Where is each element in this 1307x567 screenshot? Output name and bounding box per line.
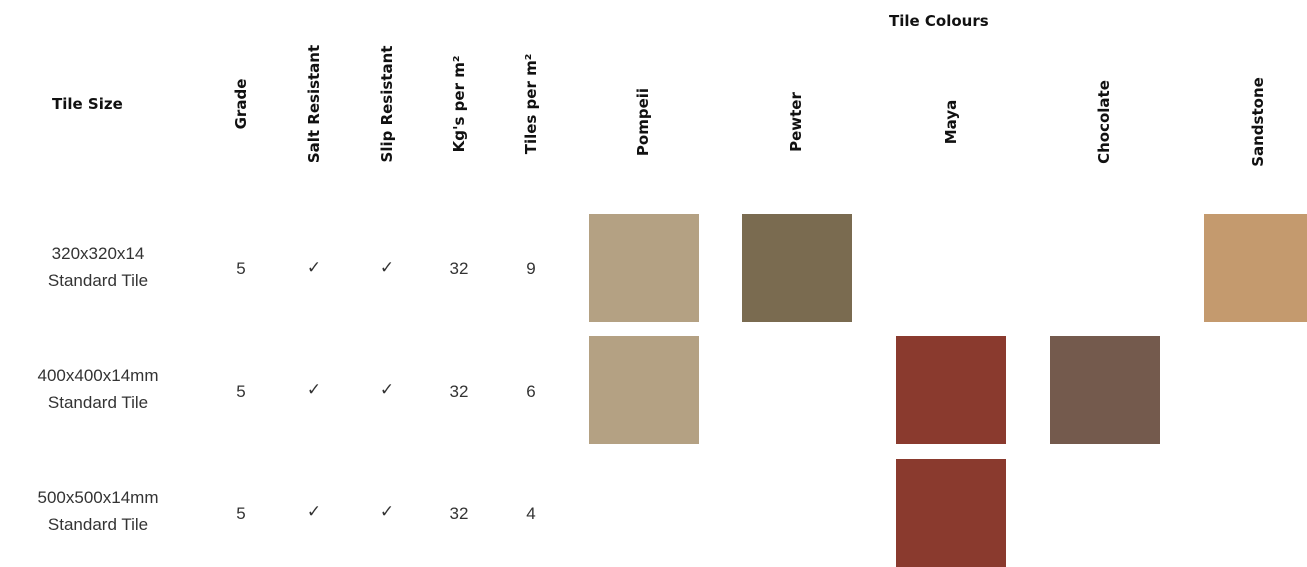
swatch-chocolate (1050, 336, 1160, 444)
kgs-per-m2-value: 32 (449, 504, 469, 523)
salt-resistant-check: ✓ (306, 380, 322, 399)
tile-size-type: Standard Tile (47, 393, 149, 412)
grade-value: 5 (236, 259, 246, 278)
colour-header-maya: Maya (942, 99, 960, 145)
colour-header-pompeii: Pompeii (634, 87, 652, 157)
kgs-per-m2-header: Kg's per m² (450, 55, 468, 153)
tile-size-dimensions: 500x500x14mm (37, 488, 159, 507)
tiles-per-m2-value: 9 (526, 259, 536, 278)
swatch-maya (896, 459, 1006, 567)
swatch-pompeii (589, 214, 699, 322)
tiles-per-m2-header: Tiles per m² (522, 53, 540, 155)
tile-size-cell: 400x400x14mm Standard Tile (0, 362, 196, 416)
colour-header-sandstone: Sandstone (1249, 77, 1267, 167)
salt-resistant-check: ✓ (306, 502, 322, 521)
tile-colours-group-header: Tile Colours (889, 12, 989, 30)
tiles-per-m2-value: 6 (526, 382, 536, 401)
grade-header: Grade (232, 78, 250, 130)
tile-size-type: Standard Tile (47, 271, 149, 290)
swatch-sandstone (1204, 214, 1307, 322)
grade-value: 5 (236, 382, 246, 401)
tile-size-cell: 320x320x14 Standard Tile (0, 240, 196, 294)
colour-header-pewter: Pewter (787, 92, 805, 152)
slip-resistant-check: ✓ (379, 258, 395, 277)
slip-resistant-check: ✓ (379, 380, 395, 399)
grade-value: 5 (236, 504, 246, 523)
slip-resistant-header: Slip Resistant (378, 45, 396, 163)
swatch-maya (896, 336, 1006, 444)
tile-size-header: Tile Size (52, 95, 123, 113)
tile-size-dimensions: 320x320x14 (51, 244, 145, 263)
swatch-pompeii (589, 336, 699, 444)
kgs-per-m2-value: 32 (449, 382, 469, 401)
salt-resistant-check: ✓ (306, 258, 322, 277)
salt-resistant-header: Salt Resistant (305, 44, 323, 164)
tile-size-type: Standard Tile (47, 515, 149, 534)
tiles-per-m2-value: 4 (526, 504, 536, 523)
tile-size-cell: 500x500x14mm Standard Tile (0, 484, 196, 538)
slip-resistant-check: ✓ (379, 502, 395, 521)
tile-size-dimensions: 400x400x14mm (37, 366, 159, 385)
swatch-pewter (742, 214, 852, 322)
kgs-per-m2-value: 32 (449, 259, 469, 278)
colour-header-chocolate: Chocolate (1095, 80, 1113, 164)
